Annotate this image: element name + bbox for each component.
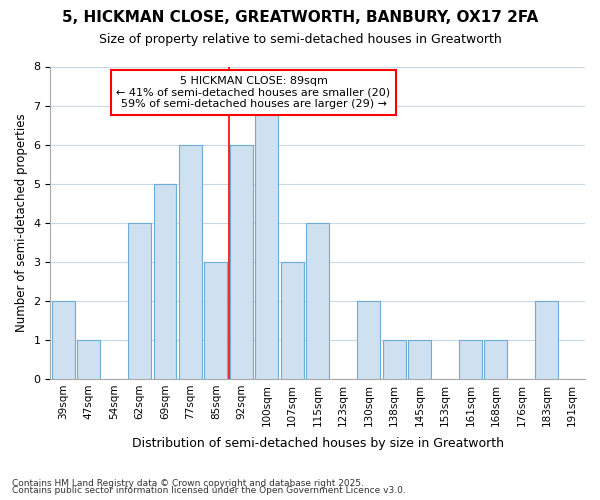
Bar [205, 262, 227, 379]
Bar [154, 184, 176, 379]
Text: 5 HICKMAN CLOSE: 89sqm
← 41% of semi-detached houses are smaller (20)
59% of sem: 5 HICKMAN CLOSE: 89sqm ← 41% of semi-det… [116, 76, 391, 109]
Y-axis label: Number of semi-detached properties: Number of semi-detached properties [15, 114, 28, 332]
Bar [281, 262, 304, 379]
Bar [357, 301, 380, 379]
Bar [179, 144, 202, 379]
Text: 5, HICKMAN CLOSE, GREATWORTH, BANBURY, OX17 2FA: 5, HICKMAN CLOSE, GREATWORTH, BANBURY, O… [62, 10, 538, 25]
Text: Size of property relative to semi-detached houses in Greatworth: Size of property relative to semi-detach… [98, 32, 502, 46]
Bar [383, 340, 406, 379]
Text: Contains HM Land Registry data © Crown copyright and database right 2025.: Contains HM Land Registry data © Crown c… [12, 478, 364, 488]
Bar [77, 340, 100, 379]
Bar [408, 340, 431, 379]
Bar [484, 340, 508, 379]
Bar [128, 222, 151, 379]
Text: Contains public sector information licensed under the Open Government Licence v3: Contains public sector information licen… [12, 486, 406, 495]
X-axis label: Distribution of semi-detached houses by size in Greatworth: Distribution of semi-detached houses by … [132, 437, 504, 450]
Bar [535, 301, 558, 379]
Bar [52, 301, 74, 379]
Bar [230, 144, 253, 379]
Bar [306, 222, 329, 379]
Bar [459, 340, 482, 379]
Bar [256, 106, 278, 379]
